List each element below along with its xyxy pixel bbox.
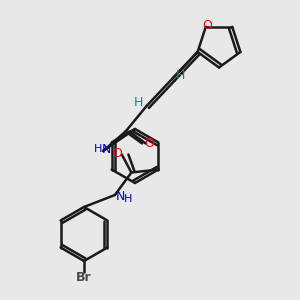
Text: H: H <box>134 97 143 110</box>
Text: N: N <box>101 143 111 156</box>
Text: O: O <box>112 146 122 160</box>
Text: N: N <box>116 190 125 203</box>
Text: O: O <box>202 19 212 32</box>
Text: H: H <box>176 70 185 83</box>
Text: H: H <box>94 145 102 154</box>
Text: Br: Br <box>76 271 92 284</box>
Text: O: O <box>145 137 154 150</box>
Text: H: H <box>124 194 133 205</box>
